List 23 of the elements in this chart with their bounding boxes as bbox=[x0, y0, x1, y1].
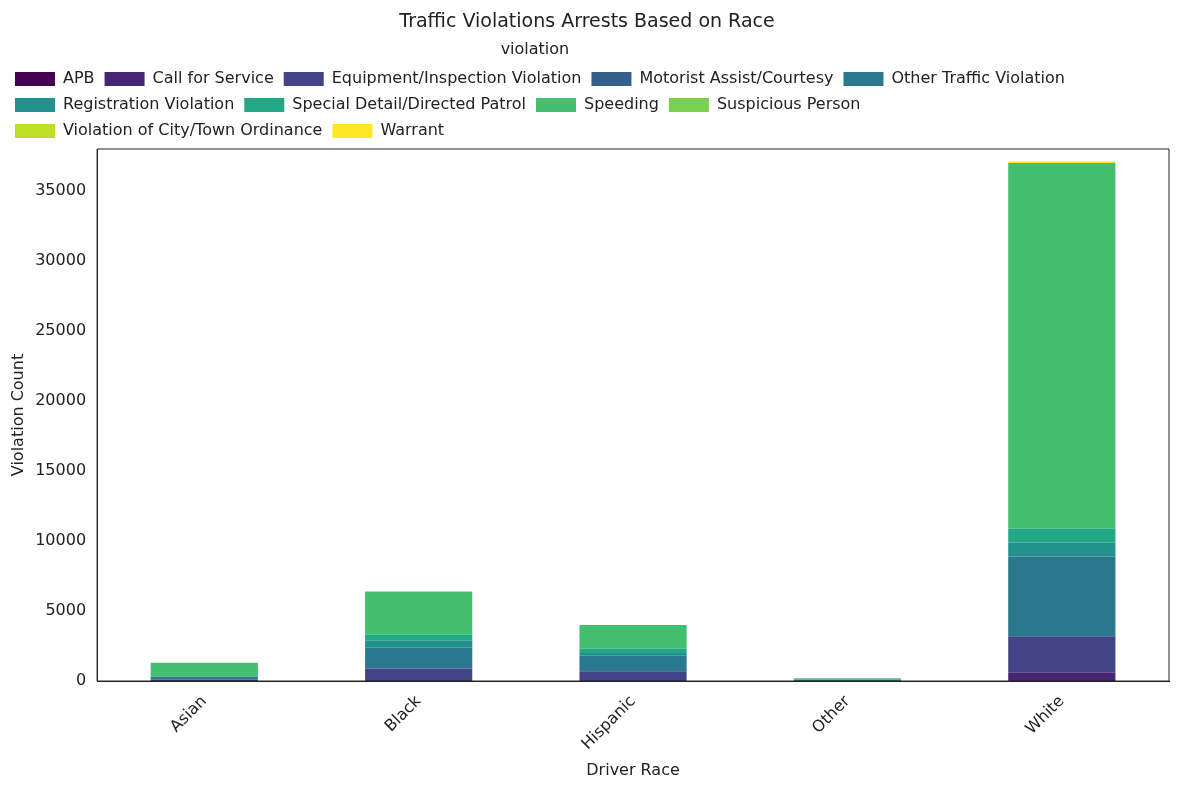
y-tick-label: 25000 bbox=[35, 320, 87, 340]
legend-label: Call for Service bbox=[152, 68, 274, 88]
y-tick-label: 35000 bbox=[35, 180, 87, 200]
legend-label: Warrant bbox=[380, 120, 445, 140]
legend-label: Special Detail/Directed Patrol bbox=[292, 94, 527, 114]
legend-label: Other Traffic Violation bbox=[891, 68, 1065, 88]
y-tick-label: 0 bbox=[75, 670, 87, 690]
legend-label: Suspicious Person bbox=[716, 94, 861, 114]
legend-label: Motorist Assist/Courtesy bbox=[639, 68, 834, 88]
legend-label: APB bbox=[63, 68, 95, 88]
y-tick-label: 30000 bbox=[35, 250, 87, 270]
legend-label: Registration Violation bbox=[63, 94, 235, 114]
y-tick-label: 15000 bbox=[35, 460, 87, 480]
y-tick-label: 10000 bbox=[35, 530, 87, 550]
chart-title: Traffic Violations Arrests Based on Race bbox=[398, 9, 775, 32]
y-axis-title: Violation Count bbox=[7, 353, 27, 477]
legend-label: Equipment/Inspection Violation bbox=[331, 68, 582, 88]
x-axis-title: Driver Race bbox=[586, 759, 680, 779]
y-tick-label: 20000 bbox=[35, 390, 87, 410]
y-tick-label: 5000 bbox=[45, 600, 87, 620]
legend-label: Speeding bbox=[584, 94, 659, 114]
legend-title: violation bbox=[500, 38, 570, 58]
legend-label: Violation of City/Town Ordinance bbox=[63, 120, 323, 140]
